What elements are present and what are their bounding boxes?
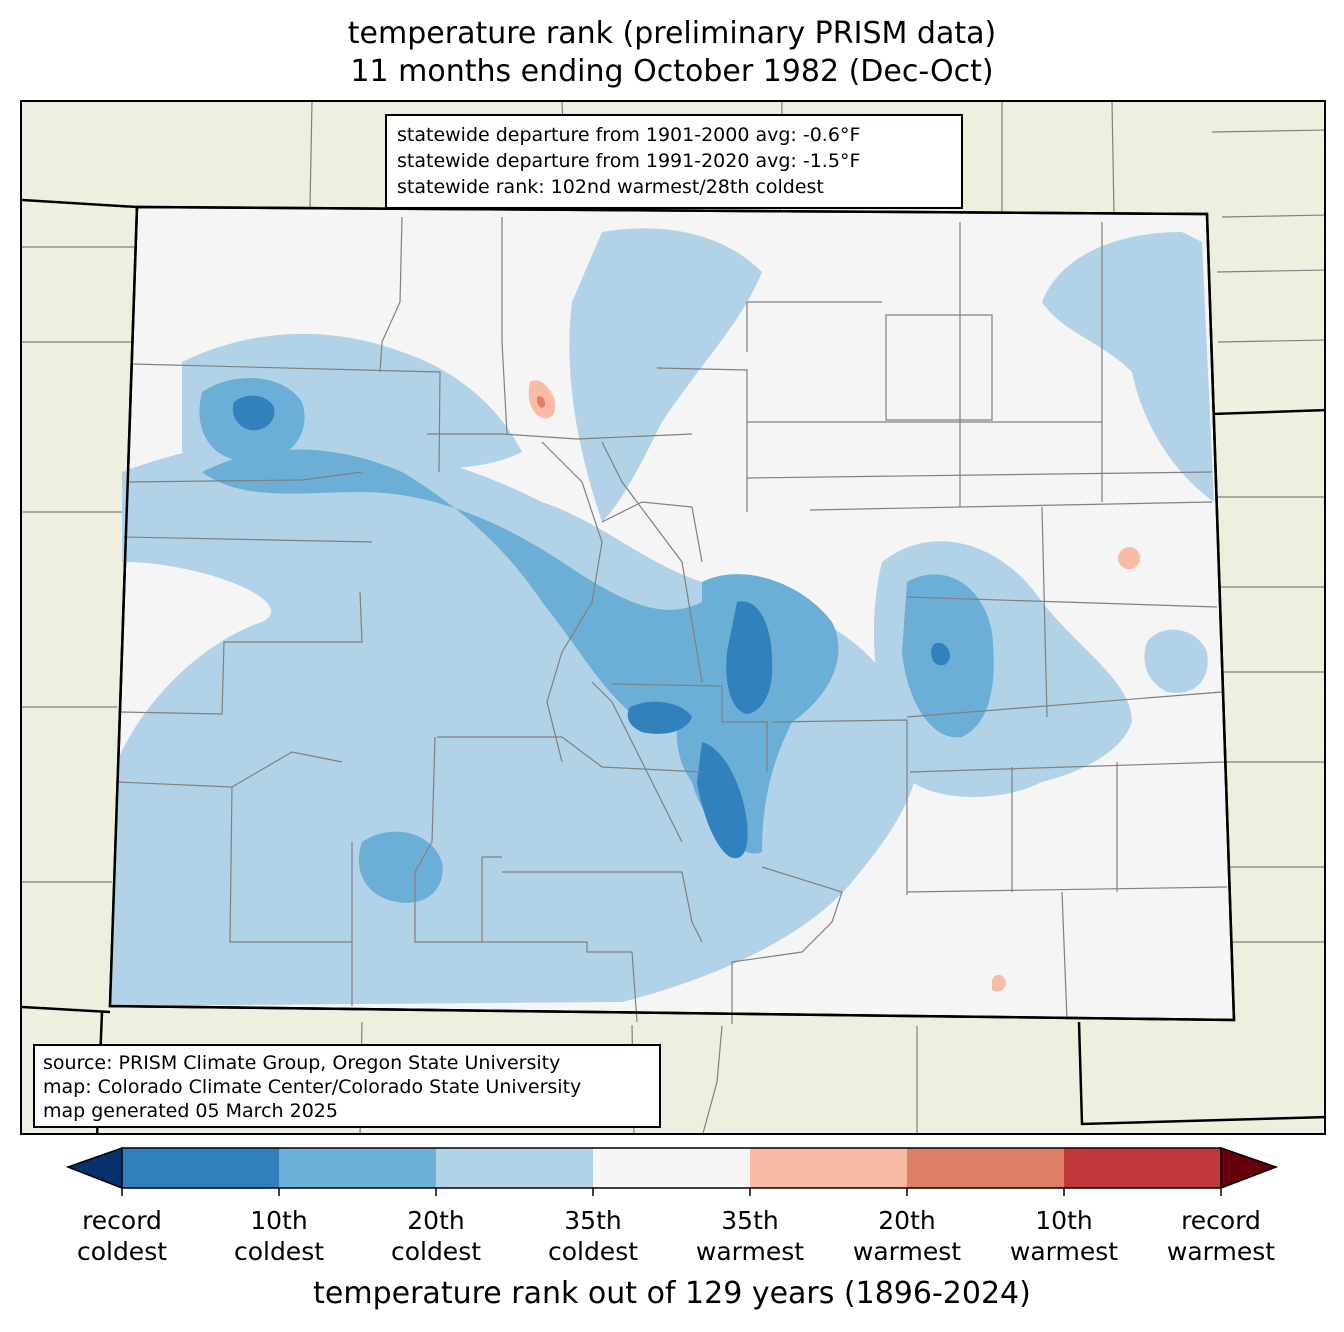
colorbar-bin-10th-to-20th-coldest	[279, 1148, 436, 1188]
rank-35th-coldest-kansas-edge	[1144, 629, 1208, 693]
rank-10th-coldest-northwest	[232, 395, 275, 431]
rank-35th-coldest-north	[569, 228, 762, 523]
rank-20th-coldest-central	[202, 449, 767, 728]
rank-10th-coldest-south	[697, 742, 748, 859]
statewide-stats-box: statewide departure from 1901-2000 avg: …	[385, 114, 963, 209]
rank-35th-coldest-northeast	[1042, 232, 1214, 502]
tick-label-10th-coldest: 10th coldest	[233, 1206, 325, 1266]
rank-35th-warmest-spot-east	[1117, 547, 1141, 570]
colorado-temperature-rank-map	[22, 102, 1324, 1133]
colorbar-bin-20th-to-35th-coldest	[436, 1148, 593, 1188]
map-title-line-1: temperature rank (preliminary PRISM data…	[347, 16, 997, 51]
stats-statewide-rank: statewide rank: 102nd warmest/28th colde…	[397, 176, 824, 198]
tick-label-20th-warmest: 20th warmest	[852, 1206, 962, 1266]
tick-label-20th-coldest: 20th coldest	[390, 1206, 482, 1266]
map-panel: statewide departure from 1901-2000 avg: …	[20, 100, 1326, 1135]
tick-label-10th-warmest: 10th warmest	[1009, 1206, 1119, 1266]
tick-label-record-warmest: record warmest	[1166, 1206, 1276, 1266]
rank-10th-coldest-east	[931, 642, 950, 666]
colorado-county-lines	[116, 216, 1228, 1024]
rank-35th-coldest-west	[110, 438, 919, 1006]
colorbar-extend-warm	[1220, 1146, 1279, 1190]
source-line: source: PRISM Climate Group, Oregon Stat…	[43, 1052, 561, 1074]
tick-label-35th-coldest: 35th coldest	[547, 1206, 639, 1266]
stats-departure-1901-2000: statewide departure from 1901-2000 avg: …	[397, 124, 861, 146]
colorbar-bin-record-to-10th-coldest	[122, 1148, 279, 1188]
colorbar-title: temperature rank out of 129 years (1896-…	[313, 1276, 1031, 1311]
tick-label-35th-warmest: 35th warmest	[695, 1206, 805, 1266]
rank-35th-warmest-spot-southeast	[992, 974, 1006, 992]
colorbar-outline	[121, 1147, 1222, 1189]
rank-20th-coldest-southwest	[358, 831, 443, 903]
stats-departure-1991-2020: statewide departure from 1991-2020 avg: …	[397, 150, 861, 172]
map-credit-line: map: Colorado Climate Center/Colorado St…	[43, 1076, 582, 1098]
colorbar-bin-near-normal	[593, 1148, 750, 1188]
map-title-line-2: 11 months ending October 1982 (Dec-Oct)	[350, 54, 994, 89]
source-box: source: PRISM Climate Group, Oregon Stat…	[33, 1044, 661, 1128]
tick-label-record-coldest: record coldest	[76, 1206, 168, 1266]
colorbar-bin-20th-to-10th-warmest	[907, 1148, 1064, 1188]
rank-10th-coldest-front-range	[726, 601, 773, 714]
colorbar-ticks	[121, 1188, 1222, 1196]
rank-10th-coldest-central	[627, 701, 692, 734]
colorbar	[65, 1146, 1279, 1196]
colorbar-bin-35th-to-20th-warmest	[750, 1148, 907, 1188]
generated-date-line: map generated 05 March 2025	[43, 1100, 338, 1122]
colorbar-bin-10th-to-record-warmest	[1064, 1148, 1221, 1188]
rank-20th-warmest-spot-north	[536, 396, 546, 408]
colorbar-extend-cold	[65, 1146, 123, 1190]
